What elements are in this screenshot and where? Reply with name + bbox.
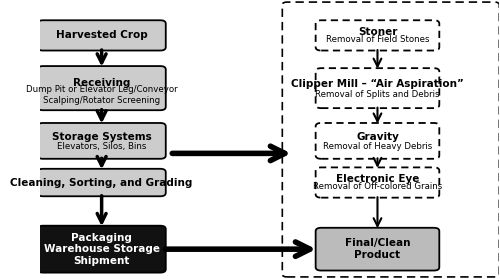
FancyBboxPatch shape [38,226,166,273]
Text: Dump Pit or Elevator Leg/Conveyor
Scalping/Rotator Screening: Dump Pit or Elevator Leg/Conveyor Scalpi… [26,85,178,105]
FancyBboxPatch shape [38,20,166,50]
FancyBboxPatch shape [38,123,166,159]
Text: Removal of Off-colored Grains: Removal of Off-colored Grains [313,182,442,191]
Text: Gravity: Gravity [356,132,399,142]
FancyBboxPatch shape [316,68,440,108]
Text: Final/Clean
Product: Final/Clean Product [344,238,410,260]
FancyBboxPatch shape [38,169,166,196]
Text: Removal of Field Stones: Removal of Field Stones [326,35,429,44]
Text: Cleaning, Sorting, and Grading: Cleaning, Sorting, and Grading [10,177,193,187]
Text: Receiving: Receiving [73,78,130,88]
Text: Storage Systems: Storage Systems [52,132,152,142]
Text: Harvested Crop: Harvested Crop [56,30,148,40]
Text: Elevators, Silos, Bins: Elevators, Silos, Bins [57,142,146,151]
FancyBboxPatch shape [316,20,440,50]
FancyBboxPatch shape [316,228,440,271]
Text: Packaging
Warehouse Storage
Shipment: Packaging Warehouse Storage Shipment [44,233,160,266]
Text: Electronic Eye: Electronic Eye [336,174,419,184]
FancyBboxPatch shape [316,123,440,159]
Text: Removal of Splits and Debris: Removal of Splits and Debris [315,90,440,99]
Text: Removal of Heavy Debris: Removal of Heavy Debris [323,142,432,151]
FancyBboxPatch shape [316,167,440,198]
FancyBboxPatch shape [38,66,166,110]
Text: Stoner: Stoner [358,27,397,37]
Text: Clipper Mill – “Air Aspiration”: Clipper Mill – “Air Aspiration” [291,79,464,89]
